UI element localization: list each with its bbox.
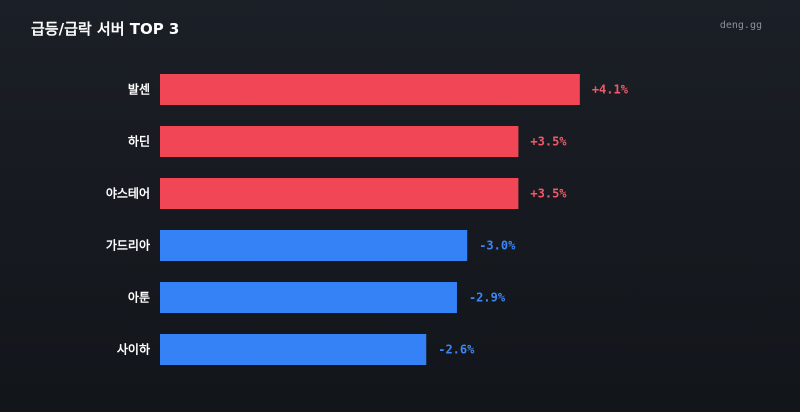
value-label: -2.6%	[438, 343, 475, 357]
value-label: -3.0%	[479, 239, 516, 253]
chart-title: 급등/급락 서버 TOP 3	[31, 20, 180, 38]
value-label: -2.9%	[469, 291, 506, 305]
bar-rise	[160, 126, 519, 157]
bar-fall	[160, 282, 457, 313]
category-label: 야스테어	[106, 186, 150, 201]
bar-rise	[160, 178, 519, 209]
category-label: 사이하	[117, 342, 150, 357]
value-label: +3.5%	[530, 135, 567, 149]
category-label: 아툰	[128, 290, 150, 305]
bar-rise	[160, 74, 580, 105]
bar-fall	[160, 230, 468, 261]
bar-fall	[160, 334, 427, 365]
category-label: 발센	[128, 82, 150, 97]
category-label: 하딘	[128, 134, 150, 149]
source-label: deng.gg	[719, 20, 762, 31]
category-label: 가드리아	[106, 238, 150, 253]
value-label: +4.1%	[592, 83, 629, 97]
value-label: +3.5%	[530, 187, 567, 201]
